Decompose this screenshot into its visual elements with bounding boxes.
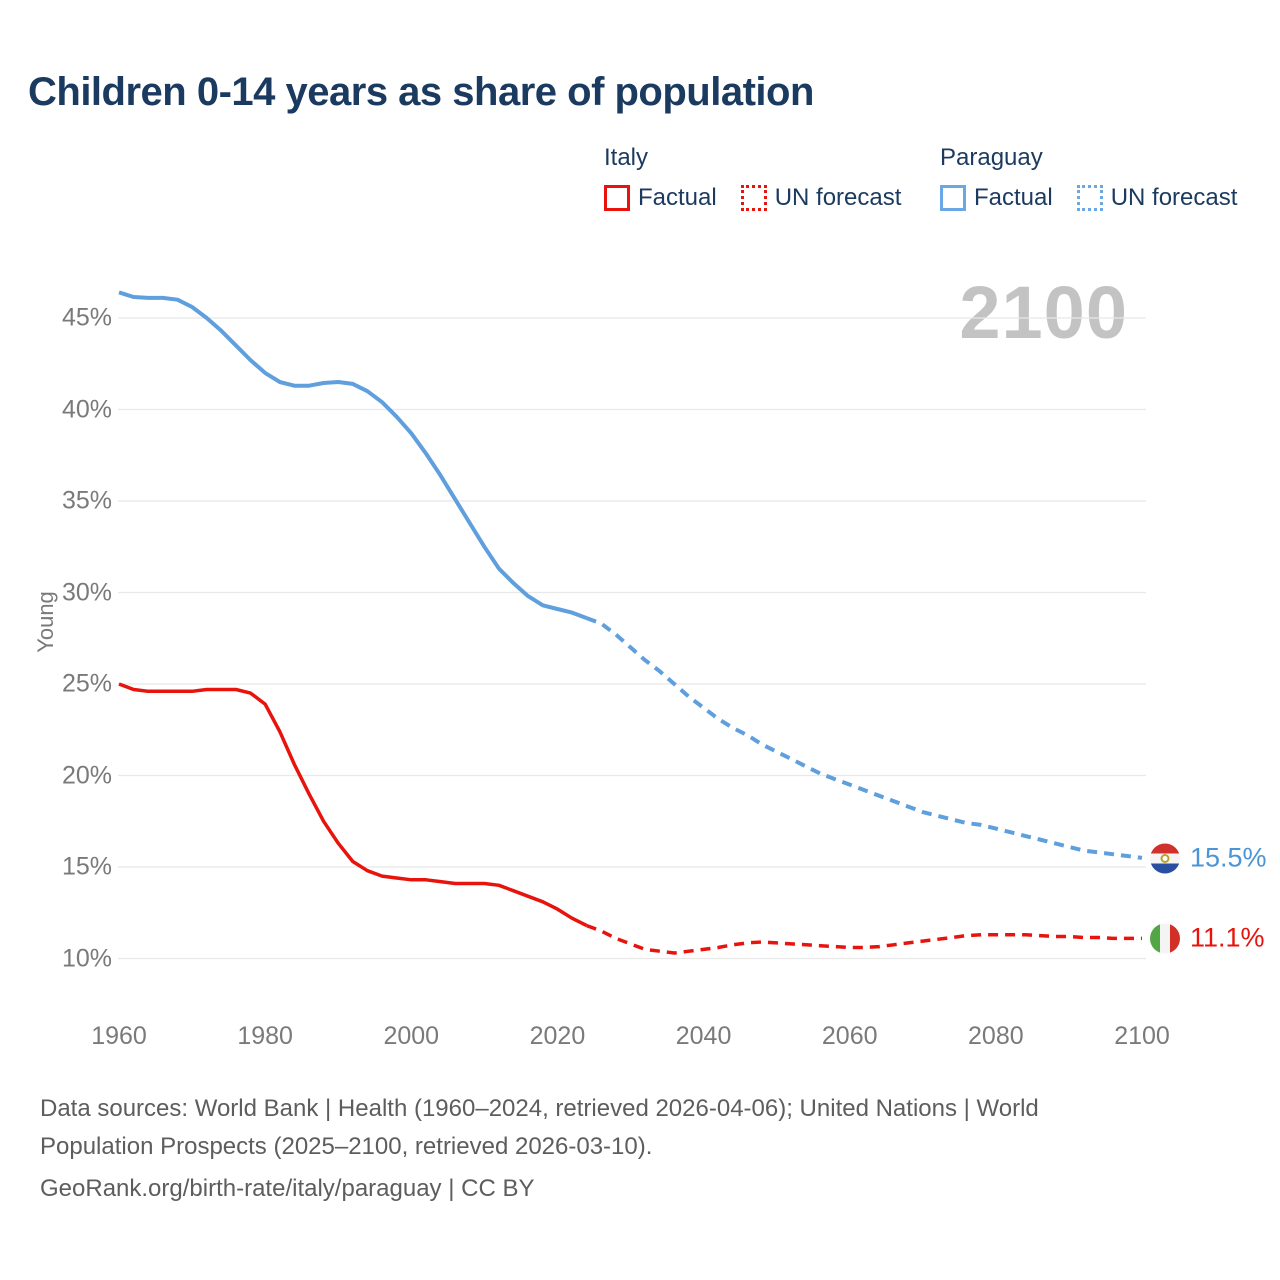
paraguay-forecast-label[interactable]: UN forecast xyxy=(1110,184,1238,211)
italy-factual-label[interactable]: Factual xyxy=(638,184,717,211)
x-tick-label: 1960 xyxy=(91,1022,147,1050)
footer-attribution-link[interactable]: GeoRank.org/birth-rate/italy/paraguay | … xyxy=(40,1175,535,1202)
x-tick-label: 2080 xyxy=(968,1022,1024,1050)
paraguay-factual-label[interactable]: Factual xyxy=(974,184,1053,211)
italy-flag-icon xyxy=(1150,923,1180,953)
y-tick-label: 10% xyxy=(61,944,112,972)
x-tick-label: 2000 xyxy=(383,1022,440,1050)
footer-data-sources-line1: Data sources: World Bank | Health (1960–… xyxy=(40,1095,1039,1122)
x-tick-label: 2060 xyxy=(821,1022,878,1050)
paraguay-flag-icon xyxy=(1150,843,1180,873)
series-paraguay-factual[interactable] xyxy=(118,290,588,620)
end-label-paraguay: 15.5% xyxy=(1150,843,1267,874)
paraguay-end-value: 15.5% xyxy=(1190,842,1267,873)
legend-row-italy: Factual UN forecast xyxy=(604,184,925,212)
paraguay-emblem-icon xyxy=(1160,853,1170,863)
x-tick-label: 1980 xyxy=(237,1022,293,1050)
series-italy-factual[interactable] xyxy=(118,682,588,928)
x-tick-label: 2040 xyxy=(675,1022,732,1050)
end-label-italy: 11.1% xyxy=(1150,923,1265,954)
y-tick-label: 45% xyxy=(61,303,112,332)
y-tick-label: 40% xyxy=(61,395,112,423)
legend-country-paraguay: Paraguay xyxy=(940,144,1043,171)
y-tick-label: 35% xyxy=(61,486,112,515)
x-tick-label: 2020 xyxy=(529,1022,586,1050)
legend-group-italy: Italy Factual UN forecast xyxy=(604,144,925,212)
italy-forecast-label[interactable]: UN forecast xyxy=(774,184,902,211)
paraguay-factual-swatch-icon[interactable] xyxy=(940,185,966,211)
legend-country-italy: Italy xyxy=(604,144,649,171)
legend-group-paraguay: Paraguay Factual UN forecast xyxy=(940,144,1261,212)
italy-end-value: 11.1% xyxy=(1190,922,1265,953)
italy-factual-swatch-icon[interactable] xyxy=(604,185,630,211)
footer: Data sources: World Bank | Health (1960–… xyxy=(40,1090,1039,1208)
series-italy-un-forecast[interactable] xyxy=(586,923,1142,955)
italy-forecast-swatch-icon[interactable] xyxy=(740,185,767,211)
x-tick-label: 2100 xyxy=(1114,1022,1170,1050)
page-title: Children 0-14 years as share of populati… xyxy=(28,70,814,114)
footer-data-sources-line2: Population Prospects (2025–2100, retriev… xyxy=(40,1133,653,1160)
y-tick-label: 20% xyxy=(61,761,112,789)
series-paraguay-un-forecast[interactable] xyxy=(585,616,1143,860)
paraguay-forecast-swatch-icon[interactable] xyxy=(1076,185,1103,211)
y-tick-label: 25% xyxy=(61,669,112,698)
y-tick-label: 15% xyxy=(61,852,112,881)
watermark-year: 2100 xyxy=(959,271,1128,354)
legend-row-paraguay: Factual UN forecast xyxy=(940,184,1261,212)
y-tick-label: 30% xyxy=(61,578,112,606)
